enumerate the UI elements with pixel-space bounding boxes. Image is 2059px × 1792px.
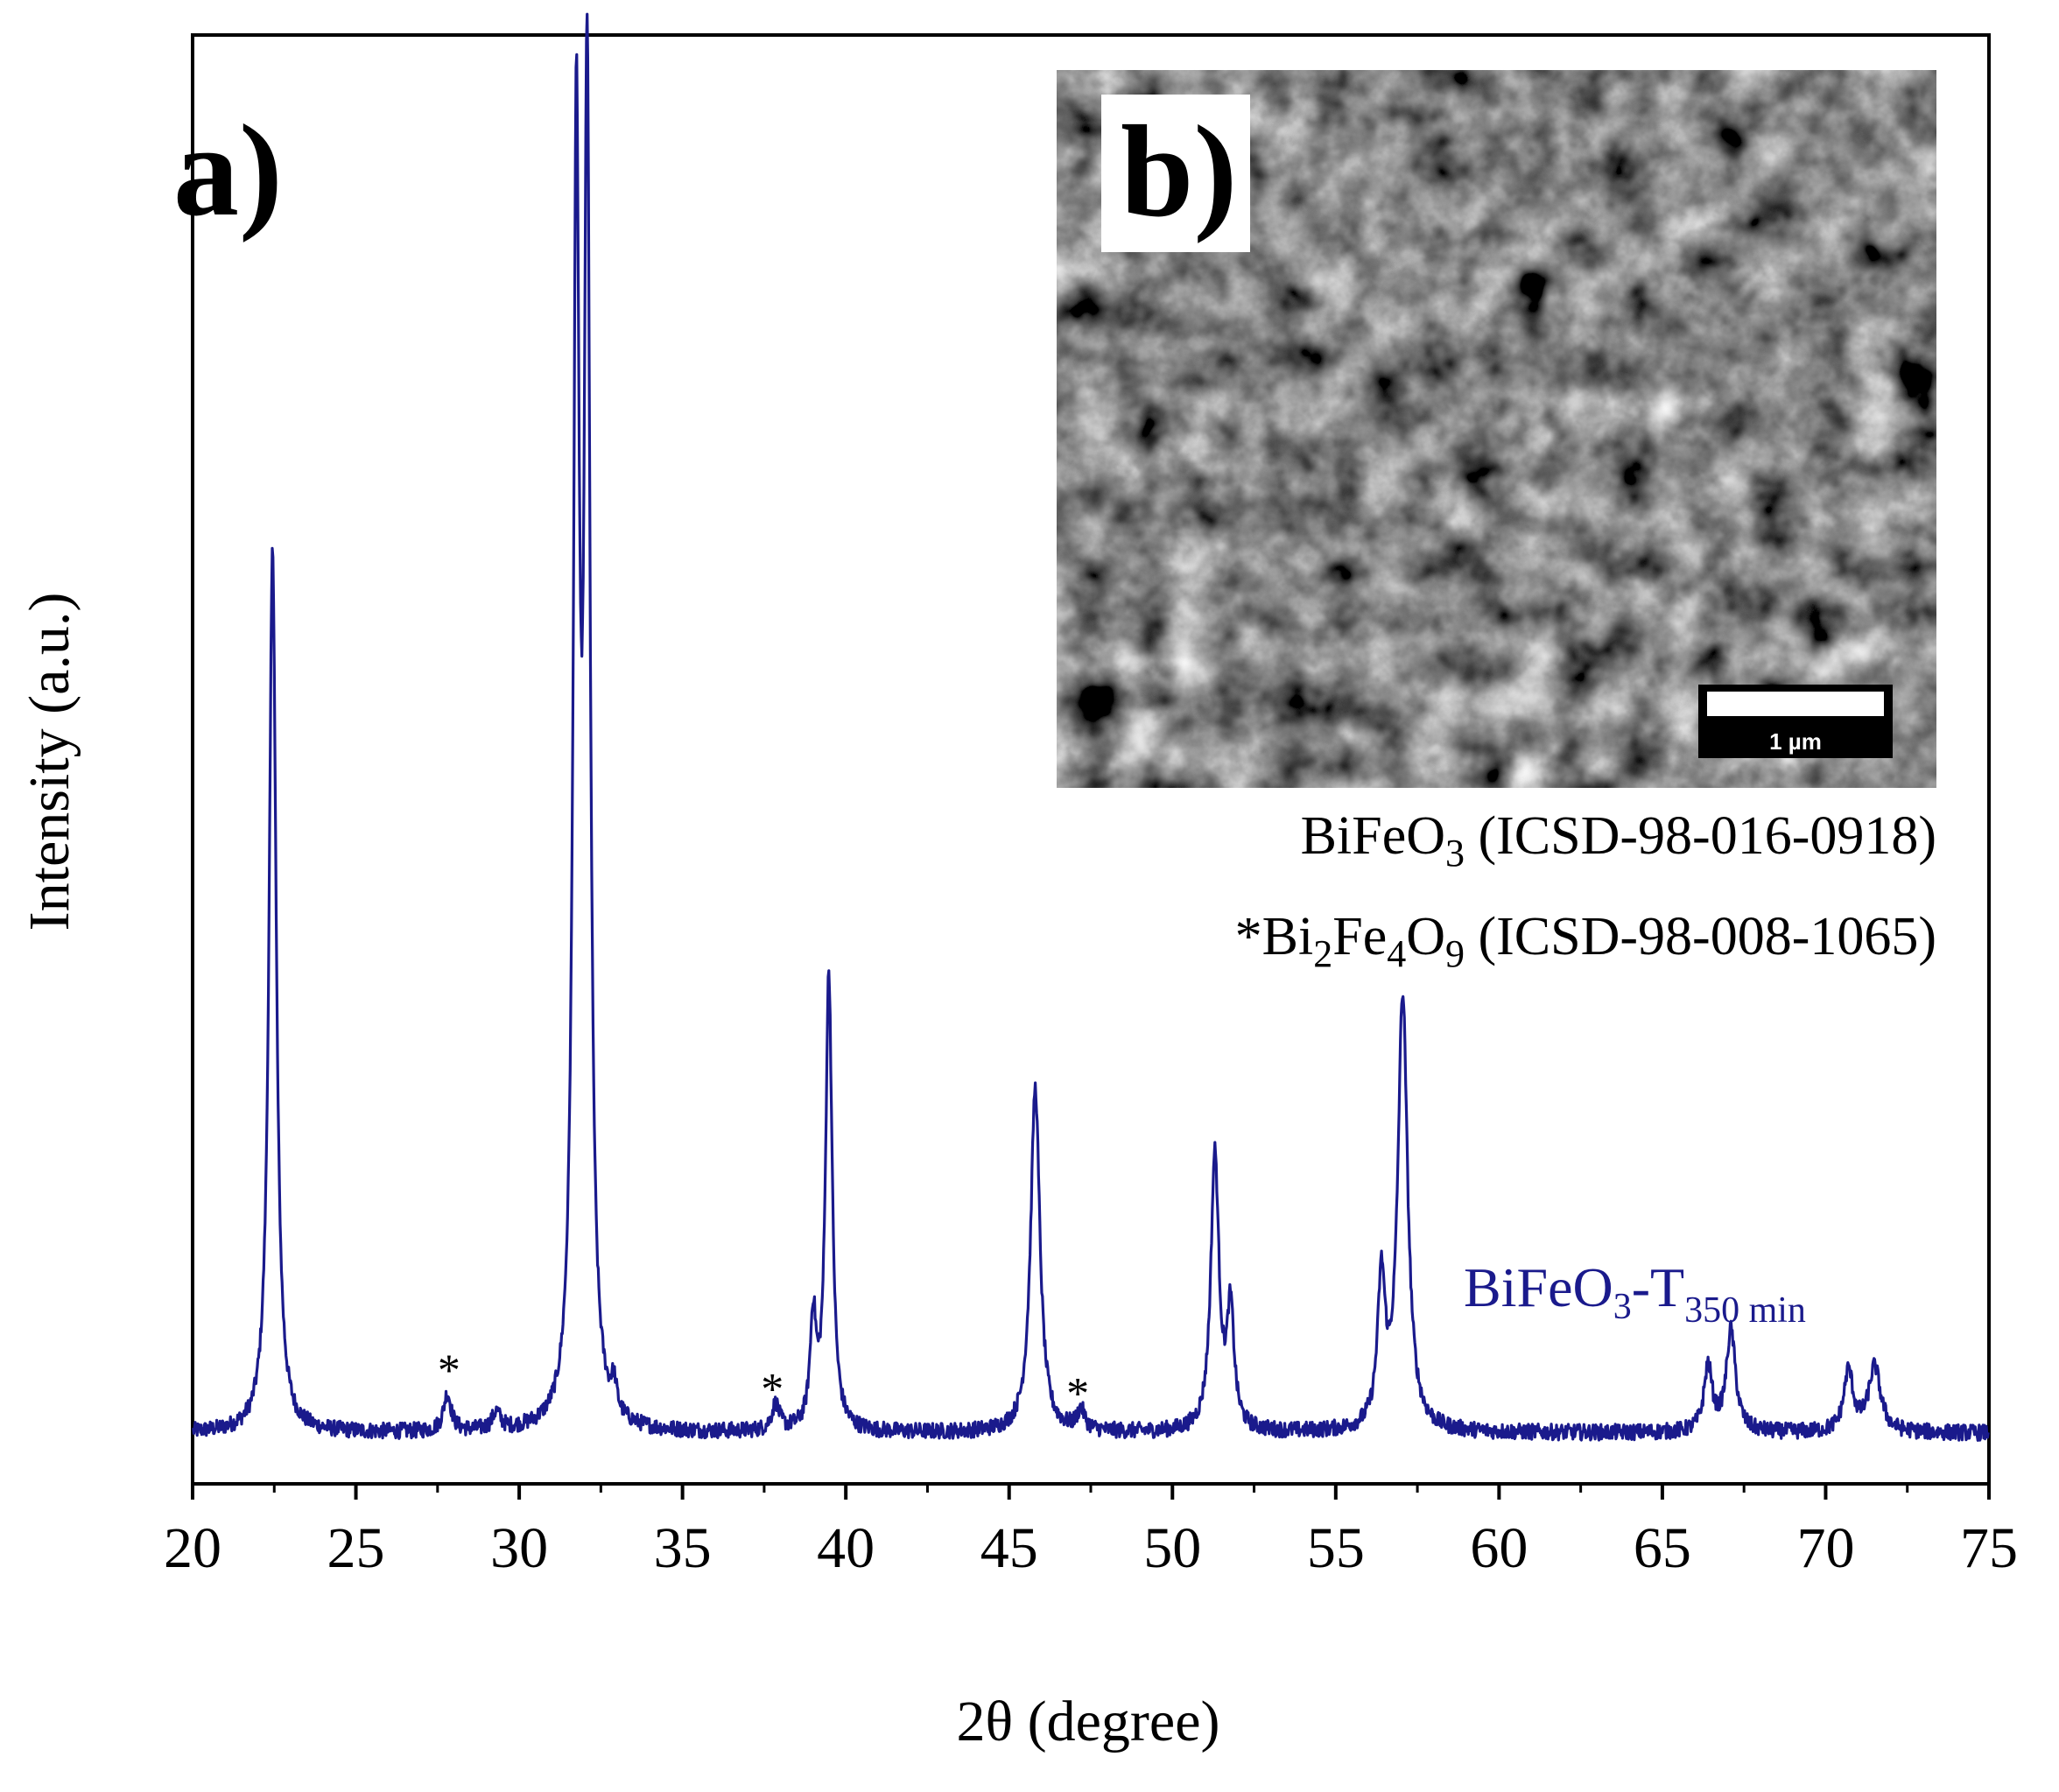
x-tick-label: 40: [817, 1516, 875, 1580]
x-tick-label: 55: [1307, 1516, 1365, 1580]
legend-bi2fe4o9-reference: *Bi2Fe4O9 (ICSD-98-008-1065): [1235, 907, 1936, 975]
x-tick-label: 45: [980, 1516, 1038, 1580]
impurity-marker: *: [438, 1346, 460, 1395]
y-axis-label: Intensity (a.u.): [18, 593, 81, 931]
x-tick-label: 30: [490, 1516, 548, 1580]
plot-area: 20 25 30 35 40 45 50 55 60 65 70 75 * * *: [164, 12, 2018, 1580]
xrd-pattern-line: [192, 12, 1990, 1443]
x-tick-label: 70: [1796, 1516, 1854, 1580]
panel-label-b: b): [1121, 99, 1237, 244]
x-axis-label: 2θ (degree): [957, 1690, 1220, 1753]
impurity-marker: *: [1066, 1369, 1089, 1419]
series-label: BiFeO3-T350 min: [1464, 1256, 1806, 1331]
x-tick-label: 50: [1143, 1516, 1201, 1580]
x-tick-label: 25: [327, 1516, 385, 1580]
x-tick-label: 75: [1960, 1516, 2018, 1580]
panel-label-b-box: [1101, 95, 1250, 252]
sem-inset: b) 1 µm: [1057, 70, 1936, 788]
scale-bar-label: 1 µm: [1769, 728, 1822, 755]
panel-label-a: a): [173, 98, 283, 243]
legend-bifeo3-reference: BiFeO3 (ICSD-98-016-0918): [1301, 806, 1936, 875]
x-tick-label: 20: [164, 1516, 221, 1580]
x-tick-label: 65: [1634, 1516, 1691, 1580]
impurity-marker: *: [761, 1365, 784, 1415]
x-tick-label: 35: [654, 1516, 712, 1580]
x-tick-label: 60: [1470, 1516, 1528, 1580]
scale-bar: [1707, 692, 1884, 716]
